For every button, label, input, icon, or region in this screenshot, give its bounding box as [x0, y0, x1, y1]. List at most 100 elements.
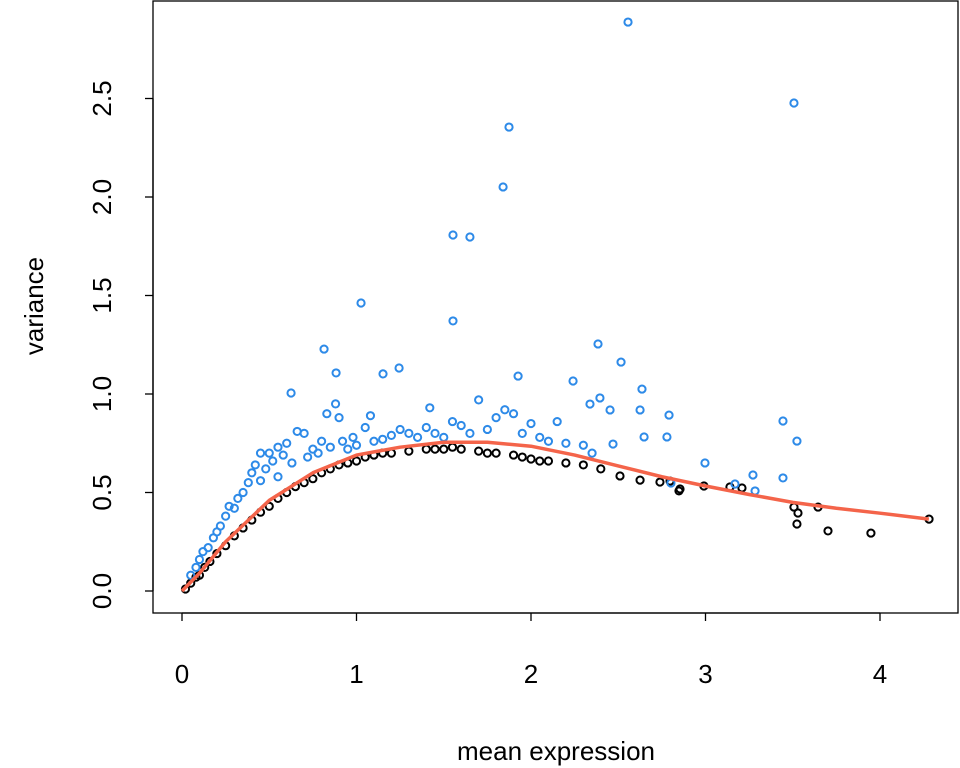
data-point — [425, 403, 435, 413]
data-point — [299, 428, 309, 438]
data-point — [866, 528, 876, 538]
data-point — [498, 182, 508, 192]
data-point — [482, 448, 492, 458]
data-point — [343, 444, 353, 454]
y-tick-label: 1.0 — [87, 376, 117, 412]
data-point — [439, 444, 449, 454]
x-axis: 0 1 2 3 4 — [175, 612, 887, 689]
data-point — [491, 413, 501, 423]
data-point — [439, 432, 449, 442]
data-point — [500, 405, 510, 415]
data-point — [412, 432, 423, 442]
data-point — [330, 399, 341, 409]
data-point — [593, 339, 603, 349]
data-point — [616, 357, 626, 367]
y-axis-label: variance — [19, 257, 49, 355]
data-point — [322, 409, 332, 419]
data-point — [421, 422, 431, 433]
trend-line — [180, 440, 930, 593]
data-point — [286, 388, 296, 398]
data-point — [395, 424, 405, 435]
y-tick-label: 1.5 — [87, 277, 117, 313]
data-point — [268, 456, 278, 466]
data-point — [378, 369, 388, 379]
data-point — [623, 17, 633, 27]
data-point — [238, 487, 248, 498]
data-point — [517, 452, 527, 462]
data-point — [287, 458, 297, 468]
data-point — [348, 432, 358, 442]
data-point — [526, 454, 536, 464]
data-point — [194, 554, 205, 565]
data-point — [421, 444, 431, 454]
data-point — [517, 428, 527, 438]
data-point — [778, 473, 788, 483]
data-point — [482, 424, 492, 435]
x-tick-label: 0 — [175, 659, 189, 689]
data-point — [662, 432, 672, 442]
data-point — [635, 405, 645, 415]
data-point — [247, 468, 257, 478]
data-point — [793, 508, 803, 518]
data-point — [224, 501, 234, 511]
data-point — [675, 484, 685, 494]
data-point — [587, 448, 597, 458]
data-point — [789, 98, 799, 108]
data-point — [456, 444, 466, 454]
x-tick-label: 4 — [873, 659, 887, 689]
data-point — [360, 422, 370, 433]
data-point — [664, 410, 674, 420]
x-tick-label: 2 — [524, 659, 538, 689]
data-point — [504, 122, 514, 132]
data-point — [331, 368, 341, 378]
x-tick-label: 1 — [349, 659, 363, 689]
data-point — [748, 470, 758, 480]
data-point — [394, 363, 404, 373]
data-point — [508, 409, 519, 419]
data-point — [205, 556, 215, 567]
data-point — [543, 436, 554, 446]
data-point — [595, 393, 605, 403]
y-tick-label: 2.0 — [87, 179, 117, 215]
data-point — [639, 432, 649, 442]
data-point — [186, 570, 196, 580]
data-point — [430, 444, 440, 454]
data-point — [737, 483, 747, 493]
data-point — [700, 458, 710, 468]
data-point — [578, 460, 588, 470]
data-point — [605, 405, 615, 415]
data-point — [308, 474, 318, 484]
data-point — [637, 384, 647, 394]
data-point — [448, 230, 458, 240]
data-point — [215, 521, 225, 531]
data-point — [303, 452, 313, 462]
x-axis-label: mean expression — [457, 736, 655, 766]
data-point — [273, 442, 283, 452]
data-point — [585, 399, 595, 409]
data-point — [278, 450, 288, 460]
data-point — [448, 316, 458, 326]
data-point — [526, 418, 536, 429]
data-point — [369, 436, 379, 446]
data-point — [513, 371, 523, 381]
data-point — [465, 428, 475, 438]
data-point — [229, 503, 239, 513]
y-tick-label: 2.5 — [87, 80, 117, 116]
data-point — [203, 543, 213, 553]
data-point — [778, 416, 788, 426]
x-tick-label: 3 — [698, 659, 712, 689]
y-axis: 0.0 0.5 1.0 1.5 2.0 2.5 — [87, 80, 154, 609]
data-point — [319, 344, 329, 354]
data-point — [730, 479, 740, 489]
data-point — [404, 428, 414, 438]
plot-frame — [152, 0, 959, 614]
y-tick-label: 0.5 — [87, 474, 117, 510]
data-point — [378, 434, 388, 444]
data-point — [356, 298, 366, 308]
data-point — [535, 456, 545, 466]
data-point — [317, 436, 327, 446]
data-point — [351, 456, 362, 466]
data-point — [261, 464, 271, 474]
data-point — [255, 476, 266, 486]
